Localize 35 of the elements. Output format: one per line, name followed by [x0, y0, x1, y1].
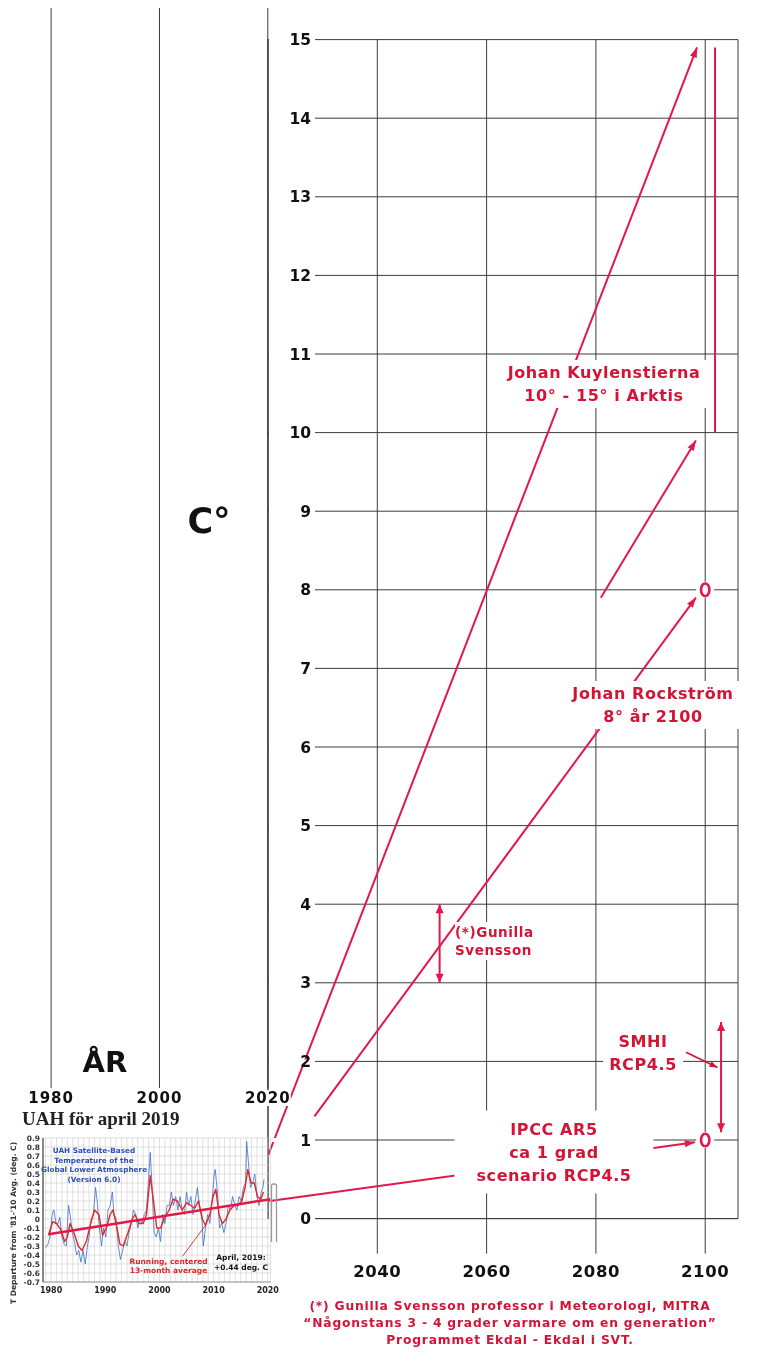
x-tick-label: 1980 — [39, 1285, 63, 1295]
y-tick-label: 9 — [300, 502, 311, 521]
x2-tick-label: 1980 — [28, 1089, 74, 1108]
y-tick-label: 7 — [300, 659, 311, 678]
x-tick-label: 2000 — [148, 1285, 172, 1295]
annotation: Johan Rockström 8° år 2100 — [566, 681, 740, 729]
x-tick-label: 2020 — [256, 1285, 280, 1295]
x2-tick-label: 2000 — [136, 1089, 183, 1108]
annotation: SMHI RCP4.5 — [603, 1029, 683, 1078]
x-tick-label: 2010 — [202, 1285, 226, 1295]
y-tick-label: 2 — [300, 1052, 311, 1071]
y-tick-label: 8 — [300, 581, 311, 600]
x-tick-label: 2080 — [571, 1261, 621, 1281]
text: (*) Gunilla Svensson professor i Meteorologi, MITRA “Någonstans 3 - 4 grader varmare om en generation” Programmet Ekdal - Ekdal i SVT. — [303, 1298, 717, 1349]
y-tick-label: 11 — [289, 345, 311, 364]
y-tick-label: 5 — [300, 817, 311, 836]
x2-axis-title: ÅR — [82, 1045, 128, 1079]
annotation: (*)Gunilla Svensson — [455, 922, 538, 960]
x-tick-label: 1990 — [94, 1285, 117, 1295]
x-tick-label: 2040 — [353, 1261, 402, 1281]
x-tick-label: 2060 — [462, 1261, 511, 1281]
y-tick-label: 13 — [289, 188, 311, 207]
x2-tick-label: 2020 — [244, 1089, 291, 1108]
y-tick-label: 6 — [300, 738, 311, 757]
y-tick-label: 4 — [300, 895, 312, 914]
y-tick-label: 3 — [300, 974, 311, 993]
x-tick-label: 2100 — [681, 1261, 730, 1281]
y-tick-label: 12 — [289, 266, 311, 285]
y-tick-label: 0 — [300, 1210, 312, 1229]
y-tick-label: 14 — [289, 109, 312, 128]
y-tick-label: 10 — [289, 424, 312, 443]
chart-title: UAH för april 2019 — [22, 1108, 180, 1130]
annotation: Johan Kuylenstierna 10° - 15° i Arktis — [501, 360, 707, 408]
y-tick-label: 15 — [289, 31, 311, 50]
y-axis-title: C° — [187, 501, 231, 541]
